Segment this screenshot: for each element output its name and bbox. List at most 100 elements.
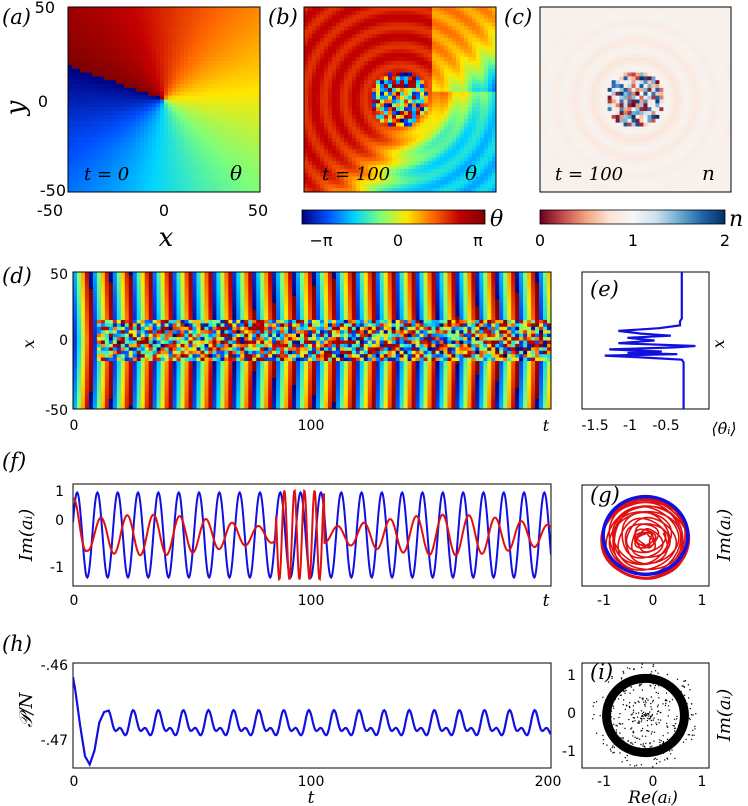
i-point <box>619 694 622 696</box>
a-ytick-top: 50 <box>35 0 55 17</box>
i-point <box>685 738 687 741</box>
f-plot <box>73 488 551 582</box>
i-point <box>635 764 638 766</box>
i-point <box>640 730 642 732</box>
i-point <box>662 741 665 743</box>
i-point <box>690 738 693 741</box>
i-point <box>667 715 669 717</box>
i-point <box>651 745 653 747</box>
i-point <box>608 698 611 700</box>
i-point <box>632 743 634 745</box>
i-point <box>633 748 635 750</box>
i-point <box>611 733 614 735</box>
i-point <box>668 739 671 741</box>
i-point <box>674 690 676 692</box>
i-point <box>604 725 606 727</box>
i-point <box>650 673 652 675</box>
i-point <box>622 689 624 692</box>
i-point <box>684 730 686 732</box>
i-point <box>607 717 609 719</box>
i-point <box>644 714 647 717</box>
i-point <box>629 681 631 683</box>
i-point <box>637 716 639 718</box>
i-point <box>647 699 649 701</box>
i-point <box>644 705 646 707</box>
panel-label-f: (f) <box>2 449 26 473</box>
i-point <box>664 759 666 761</box>
i-point <box>672 724 674 727</box>
i-point <box>648 715 650 717</box>
i-point <box>683 694 686 696</box>
i-point <box>664 699 667 702</box>
i-point <box>632 709 635 711</box>
i-point <box>649 743 651 745</box>
i-point <box>641 719 643 721</box>
i-point <box>668 750 671 752</box>
i-point <box>606 744 608 746</box>
i-point <box>629 702 631 704</box>
i-point <box>618 716 620 719</box>
a-time-label: t = 0 <box>84 164 129 185</box>
i-point <box>621 723 624 725</box>
i-point <box>666 726 669 728</box>
i-point <box>668 740 671 742</box>
panel-label-h: (h) <box>2 632 32 656</box>
a-ytick-bottom: -50 <box>40 181 66 200</box>
panel-a: (a) 50 0 -50 -50 0 50 x y t = 0 θ <box>1 0 268 253</box>
i-point <box>614 698 616 701</box>
panel-label-a: (a) <box>2 5 31 29</box>
i-point <box>630 686 632 688</box>
i-point <box>602 739 605 741</box>
i-point <box>642 743 645 745</box>
i-point <box>641 675 643 678</box>
i-point <box>650 696 653 698</box>
i-point <box>616 693 619 695</box>
i-point <box>680 704 682 707</box>
i-ytick-1: 1 <box>567 668 576 684</box>
i-point <box>651 731 653 733</box>
i-point <box>646 719 648 722</box>
i-point <box>625 704 628 706</box>
panel-d-heatmap <box>73 272 551 409</box>
d-ytick-top: 50 <box>50 267 68 283</box>
i-point <box>689 707 691 710</box>
i-point <box>687 684 690 686</box>
i-point <box>662 735 664 737</box>
e-xtick-1: -1 <box>623 418 637 434</box>
i-point <box>614 694 616 696</box>
i-point <box>615 729 617 731</box>
i-ytick-0: 0 <box>567 706 576 722</box>
c-time-label: t = 100 <box>555 164 623 185</box>
i-point <box>595 701 598 703</box>
i-point <box>636 737 638 740</box>
colorbar-n-tick-0: 0 <box>535 231 545 250</box>
panel-b-heatmap <box>304 7 497 193</box>
i-point <box>691 703 693 705</box>
i-point <box>653 740 655 742</box>
i-point <box>614 733 616 735</box>
i-point <box>666 700 668 702</box>
i-point <box>668 709 670 711</box>
i-point <box>626 747 629 749</box>
i-point <box>673 730 676 732</box>
i-point <box>592 718 594 720</box>
h-xtick-200: 200 <box>535 774 562 790</box>
i-point <box>668 685 670 687</box>
i-point <box>644 703 646 706</box>
i-point <box>653 758 655 760</box>
i-point <box>654 679 656 682</box>
i-point <box>654 754 656 756</box>
f-ytick-0: 0 <box>55 513 64 529</box>
i-point <box>669 744 672 747</box>
i-point <box>612 745 614 747</box>
i-point <box>599 715 601 717</box>
i-point <box>642 699 644 701</box>
i-point <box>659 719 662 721</box>
i-point <box>688 697 690 699</box>
i-point <box>654 684 657 687</box>
panel-label-b: (b) <box>268 5 298 29</box>
i-point <box>628 718 630 721</box>
i-point <box>650 719 653 722</box>
a-xtick-mid: 0 <box>159 201 169 220</box>
i-point <box>683 702 685 705</box>
